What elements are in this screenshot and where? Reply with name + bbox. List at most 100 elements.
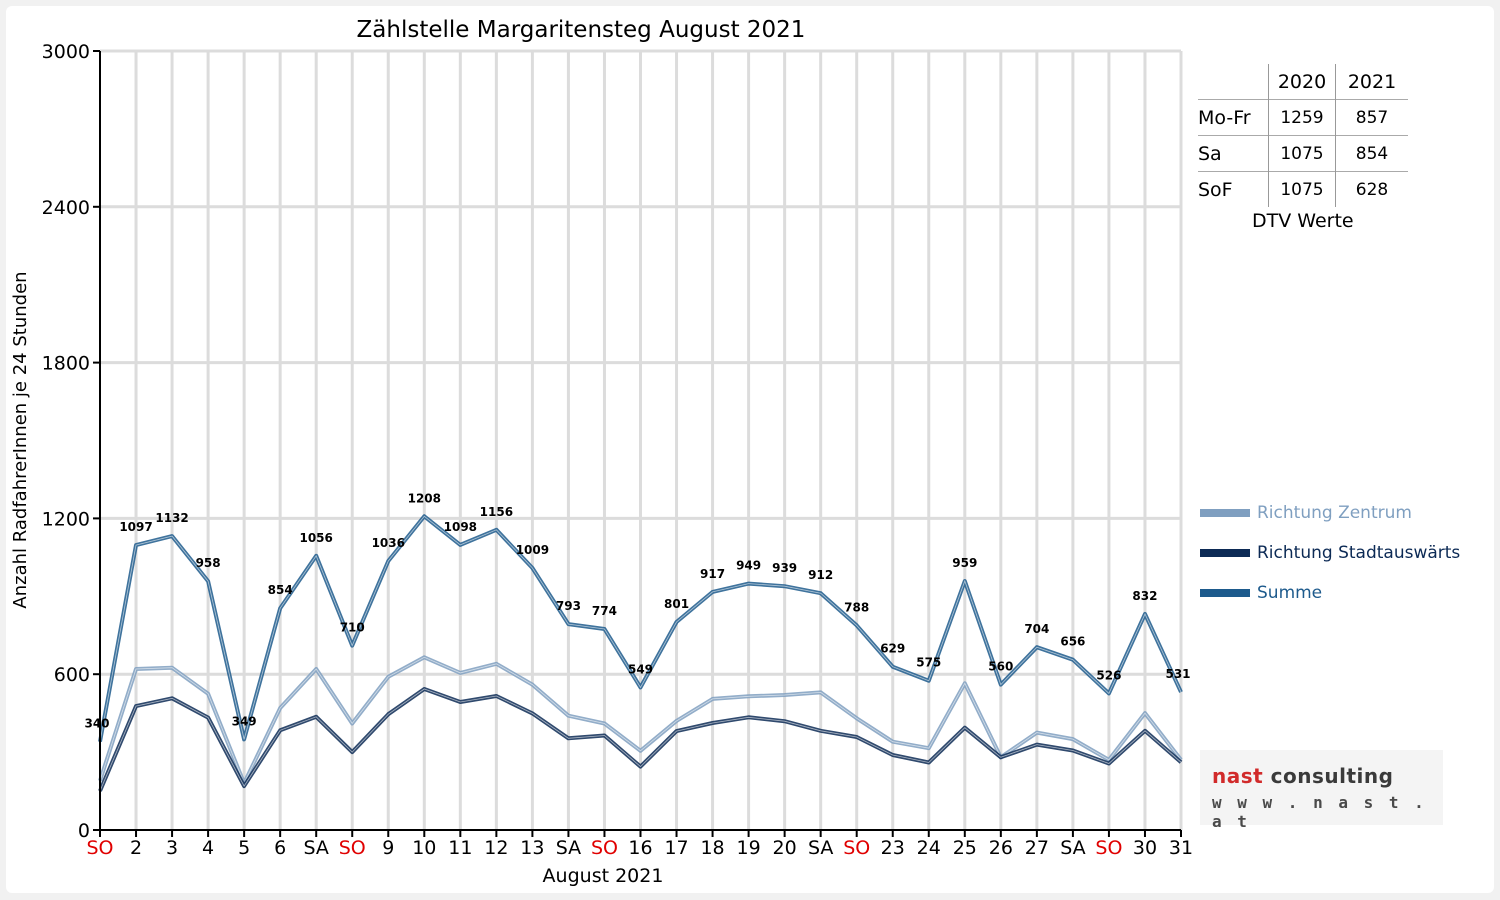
data-label: 793: [556, 599, 581, 613]
x-axis-label: August 2021: [543, 865, 664, 887]
data-labels: 3401097113295834985410567101036120810981…: [84, 491, 1190, 730]
dtv-row-label: Mo-Fr: [1198, 99, 1269, 136]
data-label: 1098: [444, 520, 477, 534]
x-tick-label: SO: [339, 837, 366, 859]
dtv-header-2021: 2021: [1335, 64, 1408, 100]
x-tick-label: 20: [773, 837, 797, 859]
axes: [93, 50, 1182, 837]
dtv-row-label: Sa: [1198, 135, 1269, 172]
x-tick-label: 4: [202, 837, 214, 859]
y-tick-label: 1200: [42, 508, 90, 530]
data-label: 949: [736, 559, 761, 573]
legend-item-zentrum: Richtung Zentrum: [1200, 493, 1460, 533]
data-label: 959: [952, 556, 977, 570]
data-label: 1056: [299, 531, 332, 545]
legend-item-stadtauswaerts: Richtung Stadtauswärts: [1200, 533, 1460, 573]
y-tick-label: 0: [78, 820, 90, 842]
data-label: 939: [772, 561, 797, 575]
series-line-highlight: [99, 515, 1182, 742]
data-label: 710: [340, 621, 365, 635]
dtv-value-2020: 1259: [1268, 99, 1336, 136]
dtv-row-sa: Sa 1075 854: [1198, 135, 1408, 172]
data-label: 1036: [372, 536, 405, 550]
dtv-caption: DTV Werte: [1252, 210, 1354, 232]
dtv-header-2020: 2020: [1268, 64, 1336, 100]
dtv-value-2020: 1075: [1268, 135, 1336, 172]
data-label: 912: [808, 568, 833, 582]
x-tick-label: SA: [556, 837, 581, 859]
x-tick-label: 5: [238, 837, 250, 859]
dtv-value-2021: 628: [1335, 171, 1408, 207]
data-label: 549: [628, 662, 653, 676]
legend-label: Richtung Zentrum: [1257, 503, 1412, 523]
x-tick-label: 19: [737, 837, 761, 859]
chart-title: Zählstelle Margaritensteg August 2021: [357, 17, 806, 43]
legend: Richtung Zentrum Richtung Stadtauswärts …: [1200, 493, 1460, 613]
dtv-header-row: 2020 2021: [1198, 64, 1408, 100]
x-tick-label: SA: [303, 837, 328, 859]
grid-lines: [100, 49, 1183, 830]
series-lines: [98, 514, 1183, 792]
data-label: 531: [1165, 667, 1190, 681]
x-tick-label: SO: [591, 837, 618, 859]
dtv-value-2021: 854: [1335, 135, 1408, 172]
x-tick-label: 13: [520, 837, 544, 859]
x-tick-label: 6: [274, 837, 286, 859]
data-label: 340: [84, 717, 109, 731]
data-label: 1208: [408, 491, 441, 505]
x-tick-label: SO: [843, 837, 870, 859]
data-label: 958: [196, 556, 221, 570]
data-label: 349: [232, 714, 257, 728]
dtv-table: 2020 2021 Mo-Fr 1259 857 Sa 1075 854 SoF…: [1198, 64, 1408, 207]
x-tick-label: 9: [382, 837, 394, 859]
legend-label: Richtung Stadtauswärts: [1257, 543, 1461, 563]
logo-wordmark-nast: nast: [1212, 764, 1264, 788]
logo-url: w w w . n a s t . a t: [1212, 793, 1427, 831]
dtv-row-sof: SoF 1075 628: [1198, 171, 1408, 207]
logo-wordmark: nast consulting: [1212, 764, 1393, 788]
x-tick-label: 3: [166, 837, 178, 859]
legend-swatch: [1200, 549, 1250, 557]
dtv-row-label: SoF: [1198, 171, 1269, 207]
data-label: 1156: [480, 505, 513, 519]
series-line-highlight: [99, 688, 1182, 792]
x-tick-label: 24: [917, 837, 941, 859]
data-label: 801: [664, 597, 689, 611]
data-label: 560: [988, 660, 1013, 674]
legend-label: Summe: [1257, 583, 1323, 603]
legend-swatch: [1200, 589, 1250, 597]
data-label: 1132: [155, 511, 188, 525]
x-tick-label: SA: [1060, 837, 1085, 859]
data-label: 774: [592, 604, 617, 618]
data-label: 917: [700, 567, 725, 581]
data-label: 575: [916, 656, 941, 670]
data-label: 854: [268, 583, 293, 597]
x-tick-label: 12: [484, 837, 508, 859]
x-tick-label: 18: [700, 837, 724, 859]
y-tick-label: 600: [54, 664, 90, 686]
dtv-value-2020: 1075: [1268, 171, 1336, 207]
data-label: 656: [1060, 635, 1085, 649]
legend-swatch: [1200, 509, 1250, 517]
dtv-header-empty: [1198, 64, 1269, 100]
data-label: 704: [1024, 622, 1049, 636]
data-label: 788: [844, 600, 869, 614]
data-label: 526: [1096, 668, 1121, 682]
x-tick-label: 17: [664, 837, 688, 859]
x-tick-label: 25: [953, 837, 977, 859]
x-tick-label: 31: [1169, 837, 1193, 859]
x-tick-label: 30: [1133, 837, 1157, 859]
data-label: 832: [1132, 589, 1157, 603]
x-tick-label: 16: [628, 837, 652, 859]
logo-wordmark-consulting: consulting: [1263, 764, 1394, 788]
x-tick-label: 27: [1025, 837, 1049, 859]
y-tick-label: 1800: [42, 353, 90, 375]
x-tick-label: 23: [881, 837, 905, 859]
x-tick-label: 11: [448, 837, 472, 859]
dtv-row-mofr: Mo-Fr 1259 857: [1198, 99, 1408, 136]
nast-consulting-logo: nast consulting w w w . n a s t . a t: [1200, 750, 1443, 831]
y-tick-label: 2400: [42, 197, 90, 219]
legend-item-summe: Summe: [1200, 573, 1460, 613]
x-tick-label: 10: [412, 837, 436, 859]
